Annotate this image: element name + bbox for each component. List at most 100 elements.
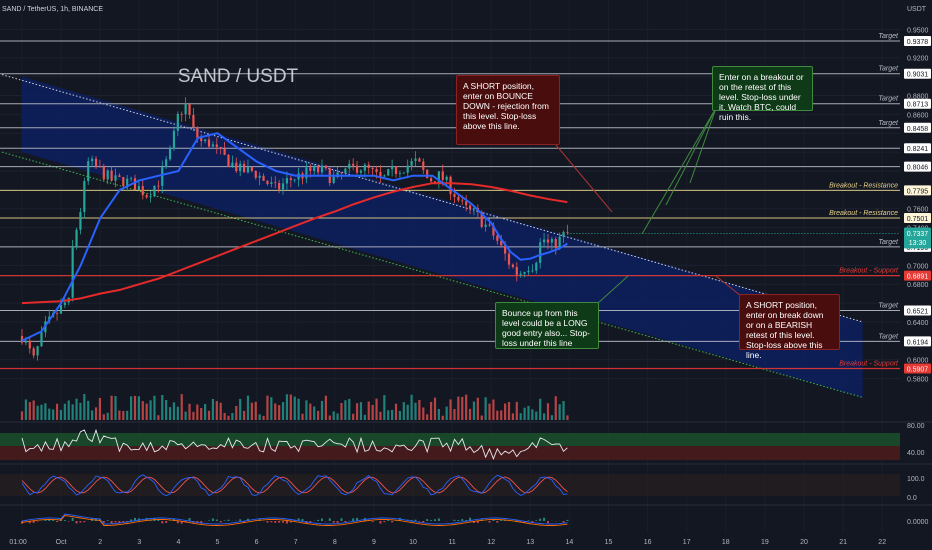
time-tick-label: Oct — [56, 539, 67, 546]
rsi-line — [21, 428, 568, 461]
pointer-breakout-entry — [689, 107, 717, 184]
candle-body — [316, 166, 320, 173]
pointer-breakout-entry — [641, 107, 717, 235]
annotation-short-rejection[interactable]: A SHORT position, enter on BOUNCE DOWN -… — [456, 75, 560, 145]
candle-body — [196, 127, 199, 138]
volume-bar — [472, 401, 476, 420]
macd-histogram-bar — [28, 521, 31, 524]
level-label: Breakout - Support — [839, 360, 899, 367]
pointer-short-breakdown — [715, 275, 742, 297]
candle-body — [227, 154, 230, 167]
volume-bar — [340, 402, 343, 420]
macd-histogram-bar — [433, 519, 436, 521]
volume-bar — [542, 413, 546, 420]
candle-body — [71, 246, 74, 298]
candle-body — [59, 304, 63, 314]
candle-body — [289, 178, 292, 181]
volume-bar — [242, 410, 246, 420]
volume-bar — [262, 415, 265, 420]
price-tick-label: 0.6400 — [907, 320, 929, 327]
macd-histogram-bar — [289, 521, 292, 523]
price-tick-label: 0.5800 — [907, 377, 929, 384]
candle-body — [332, 176, 335, 183]
volume-bar — [465, 394, 468, 420]
macd-histogram-bar — [200, 521, 203, 524]
candle-body — [285, 178, 289, 184]
price-tick-label: 0.8600 — [907, 112, 929, 119]
stoch-tick-label: 100.0 — [907, 476, 925, 483]
volume-bar — [359, 402, 363, 420]
macd-histogram-bar — [391, 521, 394, 523]
price-tag — [904, 122, 931, 133]
volume-bar — [414, 402, 417, 420]
volume-bar — [511, 413, 515, 420]
volume-bar — [278, 405, 281, 420]
annotation-short-breakdown[interactable]: A SHORT position, enter on break down or… — [739, 294, 840, 360]
volume-bar — [149, 400, 152, 420]
candle-body — [122, 176, 125, 187]
candle-body — [542, 239, 546, 243]
candle-body — [254, 170, 257, 178]
macd-histogram-bar — [340, 518, 343, 521]
volume-bar — [176, 406, 179, 420]
macd-histogram-bar — [102, 521, 105, 523]
macd-histogram-bar — [274, 521, 277, 523]
macd-histogram-bar — [472, 521, 475, 524]
macd-histogram-bar — [239, 519, 242, 521]
macd-histogram-bar — [500, 520, 503, 521]
candle-body — [258, 175, 261, 178]
annotation-long-bounce[interactable]: Bounce up from this level could be a LON… — [495, 302, 599, 349]
price-axis[interactable]: 0.9378 0.9031 0.8713 0.8458 0.8241 0.8046 0.77… — [904, 27, 931, 384]
candle-body — [161, 167, 164, 186]
candle-body — [359, 170, 363, 173]
volume-bar — [254, 401, 257, 420]
macd-histogram-bar — [157, 519, 160, 521]
candle-body — [418, 158, 421, 162]
macd-histogram-bar — [278, 521, 281, 523]
volume-bar — [258, 414, 261, 420]
candle-body — [539, 242, 542, 263]
macd-histogram-bar — [67, 521, 70, 522]
volume-bar — [200, 408, 203, 420]
candle-body — [153, 185, 156, 197]
rsi-tick-label: 40.00 — [907, 450, 925, 457]
macd-histogram-bar — [79, 521, 82, 523]
volume-bar — [52, 409, 55, 420]
volume-bar — [24, 399, 27, 420]
rsi-tick-label: 80.00 — [907, 423, 925, 430]
candle-body — [500, 240, 503, 246]
candle-body — [250, 166, 253, 171]
volume-bar — [562, 400, 565, 420]
volume-bar — [387, 410, 390, 420]
volume-bar — [211, 398, 215, 420]
volume-bar — [301, 413, 304, 420]
macd-histogram-bar — [71, 517, 74, 521]
macd-histogram-bar — [32, 521, 35, 523]
volume-bar — [110, 395, 113, 420]
macd-histogram-bar — [188, 518, 191, 521]
time-tick-label: 13 — [526, 539, 534, 546]
macd-histogram-bar — [246, 518, 249, 521]
rsi-pane: 80.00 40.00 — [0, 421, 932, 506]
annotation-breakout-entry[interactable]: Enter on a breakout or on the retest of … — [712, 66, 813, 122]
price-tag-label: 0.8046 — [907, 165, 929, 172]
volume-bar — [348, 398, 351, 420]
candle-body — [449, 176, 452, 195]
volume-bar — [28, 402, 31, 420]
pointer-long-bounce — [596, 275, 629, 305]
volume-bar — [266, 395, 269, 420]
volume-bar — [172, 402, 176, 420]
candle-body — [531, 270, 534, 272]
volume-bar — [480, 415, 483, 420]
candle-body — [24, 340, 27, 343]
volume-bar — [55, 403, 59, 420]
candle-body — [367, 164, 370, 168]
volume-bar — [367, 401, 370, 420]
volume-bar — [437, 408, 440, 420]
time-axis[interactable]: 01:00 Oct 2 3 4 5 6 7 8 9 10 11 12 13 14 15 16 17 18 19 20 21… — [9, 539, 886, 546]
macd-histogram-bar — [196, 521, 199, 523]
macd-histogram-bar — [535, 520, 538, 521]
candle-body — [546, 239, 550, 243]
volume-bar — [215, 401, 218, 420]
last-price-tag — [904, 227, 931, 249]
